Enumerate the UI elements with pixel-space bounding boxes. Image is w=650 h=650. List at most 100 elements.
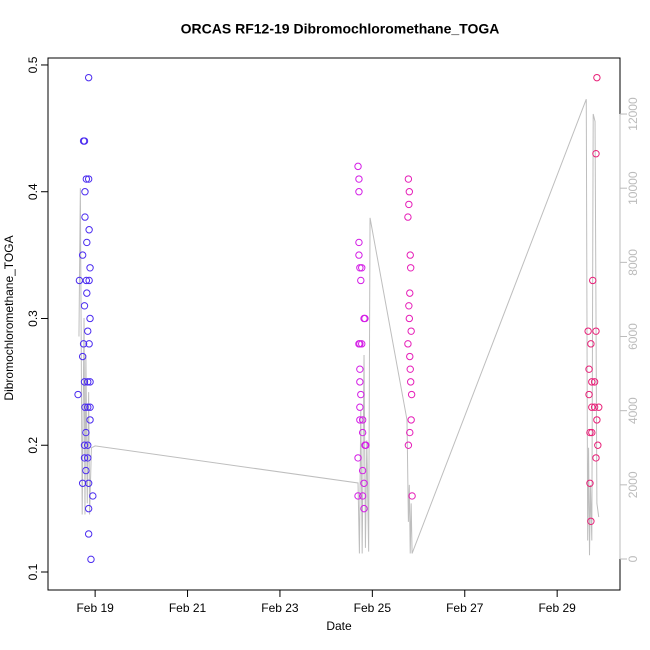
point: [407, 390, 416, 399]
point: [84, 175, 93, 183]
point: [406, 352, 414, 361]
point: [87, 555, 95, 564]
point: [84, 403, 92, 411]
point: [356, 416, 364, 424]
point: [80, 137, 89, 145]
point: [588, 378, 596, 386]
point: [588, 403, 596, 411]
point: [405, 302, 413, 310]
point: [86, 314, 94, 323]
point: [84, 327, 92, 335]
point: [82, 175, 91, 183]
point: [80, 441, 89, 449]
point: [82, 276, 91, 285]
point: [358, 416, 367, 424]
point: [358, 428, 367, 437]
point: [405, 314, 414, 323]
point: [361, 314, 369, 323]
altitude-line: [78, 99, 600, 556]
point: [406, 264, 415, 272]
point: [592, 454, 600, 462]
point: [404, 175, 413, 183]
point: [592, 150, 600, 158]
point: [406, 251, 414, 259]
point: [354, 492, 362, 500]
point: [356, 378, 364, 386]
x-tick-label: Feb 19: [76, 601, 114, 615]
point: [406, 378, 415, 386]
point: [80, 454, 89, 462]
point: [86, 403, 94, 411]
point: [362, 441, 370, 449]
point: [354, 454, 362, 462]
point: [354, 162, 362, 171]
point: [84, 479, 93, 487]
y2-tick-label: 2000: [626, 471, 640, 498]
y-tick-label: 0.2: [26, 437, 40, 454]
point: [84, 73, 93, 82]
point: [593, 73, 601, 82]
point: [84, 530, 93, 538]
point: [587, 517, 595, 525]
point: [84, 504, 93, 513]
point: [86, 378, 94, 386]
y2-tick-label: 6000: [626, 323, 640, 350]
y2-tick-label: 12000: [626, 97, 640, 131]
point: [81, 213, 89, 221]
point: [593, 416, 601, 424]
point: [75, 276, 84, 285]
point: [83, 238, 91, 247]
point: [404, 340, 412, 348]
point: [404, 441, 413, 449]
point: [357, 390, 365, 399]
point: [85, 226, 93, 234]
point: [358, 466, 367, 475]
y-tick-label: 0.1: [26, 563, 40, 580]
point: [408, 492, 416, 500]
y-tick-label: 0.4: [26, 183, 40, 200]
y-axis-title: Dibromochloromethane_TOGA: [2, 235, 16, 400]
point: [584, 327, 592, 335]
point: [84, 454, 92, 462]
point: [404, 213, 412, 221]
point: [595, 403, 603, 411]
point: [588, 428, 596, 437]
y-tick-label: 0.3: [26, 310, 40, 327]
point: [82, 428, 90, 437]
point: [355, 251, 363, 259]
point: [355, 188, 363, 196]
point: [590, 403, 599, 411]
point: [585, 365, 593, 373]
point: [78, 251, 87, 259]
point: [86, 416, 94, 424]
point: [355, 175, 363, 183]
point: [81, 403, 89, 411]
point: [356, 403, 364, 411]
point: [360, 479, 368, 487]
point: [84, 441, 92, 449]
x-axis-title: Date: [326, 619, 352, 633]
point: [79, 340, 88, 348]
point: [84, 378, 92, 386]
point: [82, 466, 90, 475]
y-tick-label: 0.5: [26, 56, 40, 73]
point: [405, 188, 414, 196]
y2-tick-label: 10000: [626, 171, 640, 205]
point: [590, 378, 599, 386]
point: [594, 441, 602, 449]
x-tick-label: Feb 23: [261, 601, 299, 615]
point: [80, 302, 89, 310]
y2-tick-label: 4000: [626, 397, 640, 424]
point: [86, 264, 94, 272]
point: [83, 289, 91, 297]
point: [356, 365, 364, 373]
point: [85, 276, 93, 285]
x-tick-label: Feb 27: [446, 601, 484, 615]
x-tick-label: Feb 21: [169, 601, 207, 615]
point: [74, 390, 82, 399]
point: [358, 264, 366, 272]
point: [358, 492, 367, 500]
point: [360, 504, 368, 513]
